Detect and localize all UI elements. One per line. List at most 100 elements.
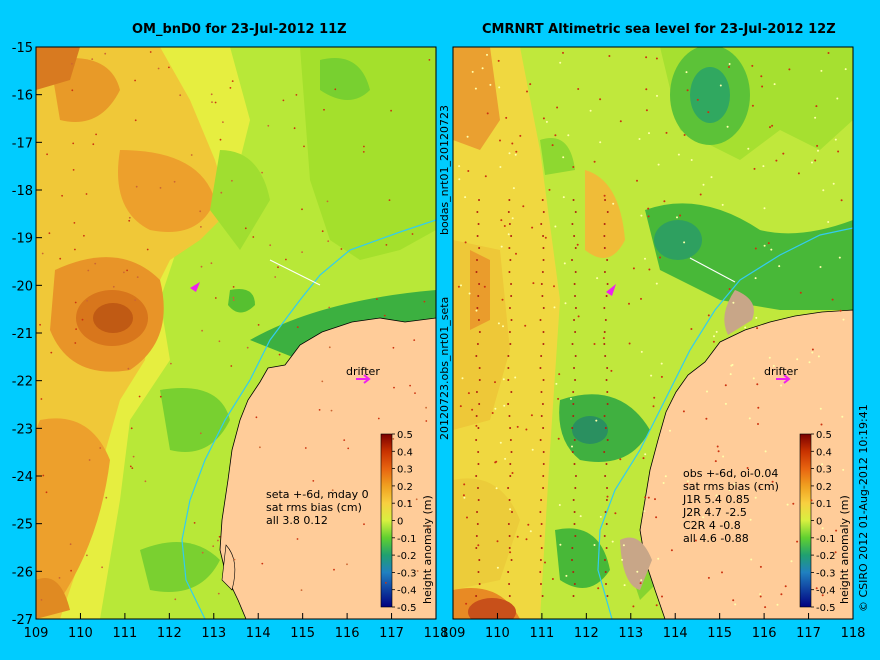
obs-dot [321, 230, 324, 233]
obs-dot [702, 516, 705, 519]
obs-dot [136, 276, 139, 278]
x-tick-label: 115 [290, 626, 315, 641]
obs-dot [516, 425, 519, 428]
obs-dot [510, 295, 513, 297]
obs-dot [606, 439, 609, 441]
obs-dot [628, 302, 630, 305]
obs-dot [343, 439, 346, 441]
colorbar-tick-label: 0.2 [397, 482, 413, 493]
obs-dot [91, 58, 94, 60]
colorbar-tick-label: -0.2 [816, 551, 836, 562]
obs-dot [531, 448, 534, 451]
obs-dot [285, 258, 287, 261]
obs-dot [467, 392, 470, 395]
obs-dot [514, 153, 517, 156]
stats-line: seta +-6d, mday 0 [266, 488, 369, 501]
obs-dot [526, 90, 528, 93]
obs-dot [540, 415, 543, 417]
obs-dot [489, 83, 492, 86]
obs-dot [816, 144, 819, 147]
obs-dot [756, 327, 759, 330]
obs-dot [460, 284, 462, 287]
obs-dot [638, 138, 641, 140]
obs-dot [707, 314, 710, 317]
obs-dot [599, 98, 602, 101]
obs-dot [190, 154, 193, 156]
obs-dot [603, 307, 606, 309]
obs-dot [640, 579, 643, 582]
obs-dot [763, 207, 766, 210]
obs-dot [726, 125, 729, 128]
obs-dot [571, 343, 574, 345]
obs-dot [640, 297, 642, 300]
obs-dot [296, 538, 299, 540]
obs-dot [608, 55, 611, 57]
obs-dot [41, 252, 44, 255]
obs-dot [788, 68, 791, 71]
obs-dot [715, 494, 718, 497]
obs-dot [231, 80, 234, 82]
obs-dot [217, 592, 220, 595]
obs-dot [495, 460, 498, 463]
obs-dot [790, 560, 793, 563]
obs-dot [619, 120, 622, 123]
obs-dot [278, 353, 281, 356]
obs-dot [392, 438, 395, 440]
obs-dot [425, 420, 428, 422]
obs-dot [753, 167, 756, 170]
obs-dot [632, 605, 635, 608]
middle-top-label: bodas_nrt01_20120723 [438, 105, 451, 235]
obs-dot [510, 391, 513, 393]
obs-dot [702, 183, 705, 186]
obs-dot [605, 499, 608, 501]
obs-dot [519, 134, 522, 137]
obs-dot [212, 545, 215, 548]
obs-dot [475, 309, 478, 312]
right-colorbar [799, 433, 812, 608]
obs-dot [232, 296, 235, 299]
obs-dot [532, 282, 535, 285]
obs-dot [507, 233, 510, 236]
obs-dot [815, 105, 818, 108]
obs-dot [508, 547, 511, 549]
obs-dot [471, 70, 474, 73]
obs-dot [821, 463, 824, 466]
obs-dot [589, 109, 592, 112]
obs-dot [233, 558, 236, 561]
obs-dot [509, 427, 512, 429]
obs-dot [530, 414, 533, 417]
obs-dot [647, 496, 650, 499]
y-tick-label: -26 [12, 565, 33, 580]
obs-dot [574, 355, 577, 357]
obs-dot [553, 306, 556, 309]
obs-dot [571, 223, 574, 225]
y-tick-label: -18 [12, 184, 33, 199]
obs-dot [327, 240, 330, 243]
obs-dot [70, 569, 72, 572]
x-tick-label: 114 [246, 626, 271, 641]
obs-dot [819, 266, 822, 268]
obs-dot [540, 283, 543, 285]
obs-dot [553, 285, 555, 288]
x-tick-label: 114 [663, 626, 688, 641]
obs-dot [415, 498, 418, 501]
x-tick-label: 116 [752, 626, 777, 641]
obs-dot [476, 235, 479, 237]
obs-dot [544, 236, 547, 239]
obs-dot [261, 171, 263, 174]
obs-dot [522, 205, 525, 208]
obs-dot [733, 483, 736, 486]
obs-dot [508, 307, 511, 309]
obs-dot [707, 111, 710, 114]
obs-dot [126, 269, 128, 272]
obs-dot [321, 380, 324, 383]
obs-dot [645, 56, 648, 59]
obs-dot [527, 523, 530, 526]
obs-dot [71, 62, 73, 65]
obs-dot [682, 410, 685, 413]
obs-dot [603, 223, 606, 225]
obs-dot [817, 355, 820, 358]
obs-dot [508, 223, 511, 225]
obs-dot [730, 364, 733, 367]
obs-dot [476, 487, 479, 489]
